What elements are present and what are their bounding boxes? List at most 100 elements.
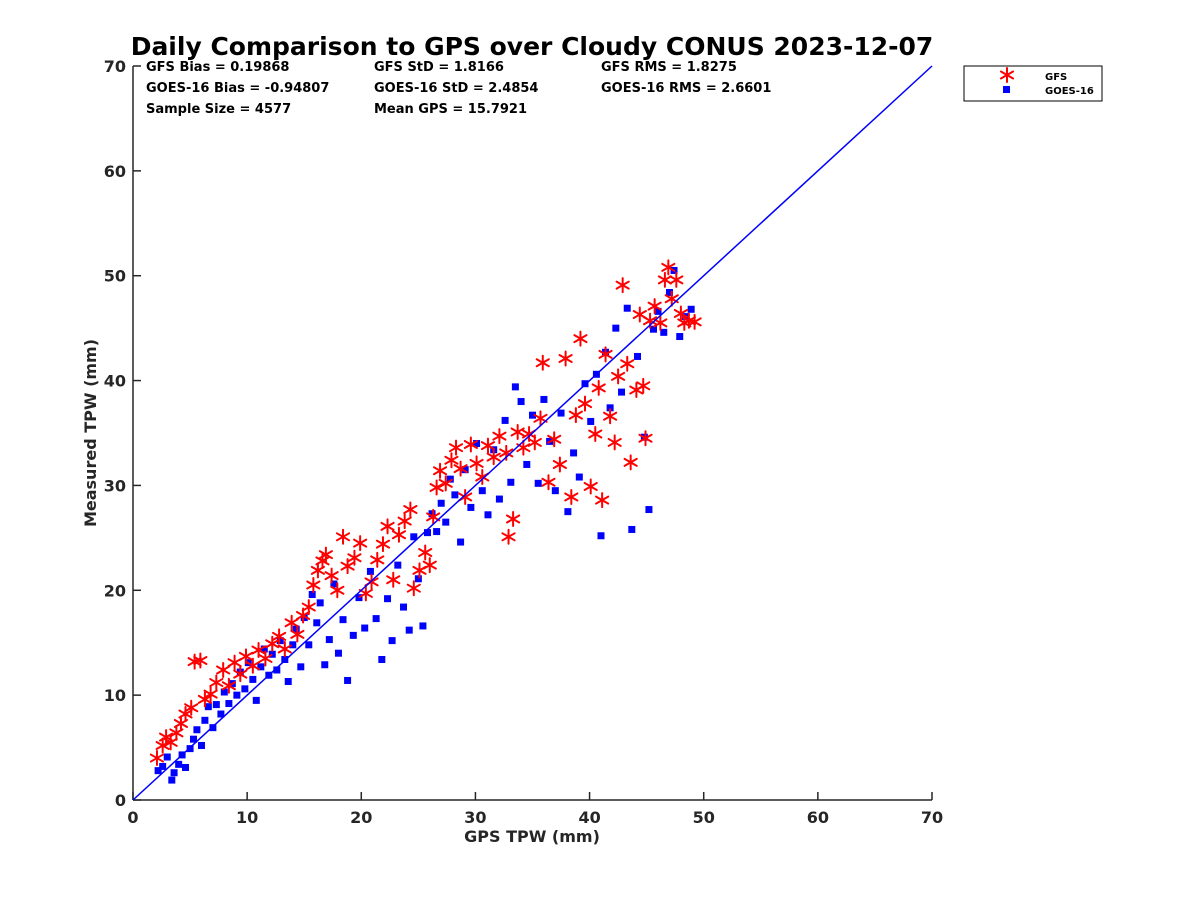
gfs-point <box>657 271 672 288</box>
gfs-point <box>216 661 231 678</box>
stat-mean-gps: Mean GPS = 15.7921 <box>374 102 527 117</box>
gfs-point <box>238 648 254 665</box>
gfs-point <box>184 699 199 716</box>
gfs-point <box>598 346 613 363</box>
gfs-point <box>558 350 573 367</box>
gfs-point <box>615 277 630 294</box>
goes-16-point <box>300 614 308 622</box>
gfs-point <box>403 501 418 518</box>
goes-16-point <box>378 655 386 663</box>
goes-16-point <box>581 380 589 388</box>
gfs-point <box>448 439 464 456</box>
gfs-point <box>463 436 478 453</box>
goes-16-point <box>249 675 257 683</box>
stats-panel: GFS Bias = 0.19868 GOES-16 Bias = -0.948… <box>146 60 771 117</box>
gfs-point <box>422 557 437 574</box>
gfs-point <box>535 354 550 371</box>
gfs-point <box>197 691 212 708</box>
goes-16-point <box>501 416 509 424</box>
goes-16-point <box>330 580 338 588</box>
gfs-point <box>501 528 516 545</box>
goes-16-point <box>220 688 228 696</box>
stat-gfs-bias: GFS Bias = 0.19868 <box>146 60 289 75</box>
goes-16-point <box>189 735 197 743</box>
gfs-point <box>233 666 248 683</box>
gfs-point <box>547 431 562 448</box>
goes-16-point <box>292 625 300 633</box>
gfs-point <box>687 313 702 330</box>
gfs-point <box>209 674 224 691</box>
goes-16-point <box>339 616 347 624</box>
goes-16-point <box>400 603 408 611</box>
legend-gfs-asterisk <box>999 67 1015 83</box>
goes-16-point <box>175 760 183 768</box>
gfs-point <box>583 478 598 495</box>
gfs-point <box>492 428 507 445</box>
goes-16-point <box>433 528 441 536</box>
goes-16-point <box>182 763 190 771</box>
goes-16-point <box>316 599 324 607</box>
gfs-point <box>541 474 556 491</box>
gfs-point <box>318 546 333 563</box>
gfs-point <box>568 407 583 424</box>
gfs-point <box>149 750 165 767</box>
legend-box <box>963 65 1103 102</box>
gfs-point <box>418 544 433 561</box>
goes-16-point <box>687 305 695 313</box>
gfs-point <box>638 430 653 447</box>
gfs-point <box>632 306 647 323</box>
goes-16-point <box>289 641 297 649</box>
stat-goes-bias: GOES-16 Bias = -0.94807 <box>146 81 329 96</box>
gfs-point <box>386 571 401 588</box>
goes-16-point <box>606 404 614 412</box>
goes-16-point <box>654 307 662 315</box>
goes-16-point <box>154 767 162 775</box>
gfs-point <box>347 549 362 566</box>
gfs-point <box>284 614 299 631</box>
goes-16-point <box>529 411 536 419</box>
goes-16-point <box>321 661 329 669</box>
goes-16-point <box>414 575 422 583</box>
goes-16-point <box>634 352 642 360</box>
goes-16-point <box>523 460 531 468</box>
gfs-point <box>603 408 618 425</box>
goes-16-point <box>405 626 413 634</box>
gfs-point <box>564 488 579 505</box>
gfs-point <box>380 518 395 535</box>
gfs-point <box>527 434 542 451</box>
legend-goes-label: GOES-16 <box>1045 86 1094 97</box>
goes-16-point <box>281 655 289 663</box>
gfs-point <box>163 734 178 751</box>
goes-16-point <box>355 594 363 602</box>
legend-goes-marker <box>1003 86 1010 93</box>
gfs-point <box>221 677 236 694</box>
gfs-point <box>258 650 273 667</box>
goes-16-point <box>446 475 454 483</box>
goes-16-point <box>423 529 431 537</box>
stat-gfs-rms: GFS RMS = 1.8275 <box>601 60 737 75</box>
goes-16-point <box>388 637 396 645</box>
gfs-point <box>324 567 339 584</box>
goes-16-point <box>252 696 260 704</box>
goes-16-point <box>457 538 465 546</box>
gfs-point <box>301 599 316 616</box>
y-tick-label: 50 <box>104 267 126 286</box>
x-tick-label: 0 <box>127 808 138 827</box>
chart-title: Daily Comparison to GPS over Cloudy CONU… <box>131 32 934 61</box>
y-tick-label: 10 <box>104 686 126 705</box>
goes-16-point <box>197 741 205 749</box>
goes-16-point <box>428 510 436 518</box>
goes-16-point <box>366 567 374 575</box>
gfs-point <box>227 654 242 671</box>
goes-16-point <box>257 663 265 671</box>
y-tick-label: 30 <box>104 476 126 495</box>
gfs-point <box>647 298 662 315</box>
goes-16-point <box>305 641 313 649</box>
gfs-point <box>290 626 305 643</box>
goes-16-point <box>451 491 459 499</box>
goes-16-point <box>478 487 486 495</box>
stat-sample-size: Sample Size = 4577 <box>146 102 291 117</box>
y-tick-label: 20 <box>104 581 126 600</box>
goes-16-point <box>461 466 469 474</box>
goes-16-point <box>384 595 392 603</box>
